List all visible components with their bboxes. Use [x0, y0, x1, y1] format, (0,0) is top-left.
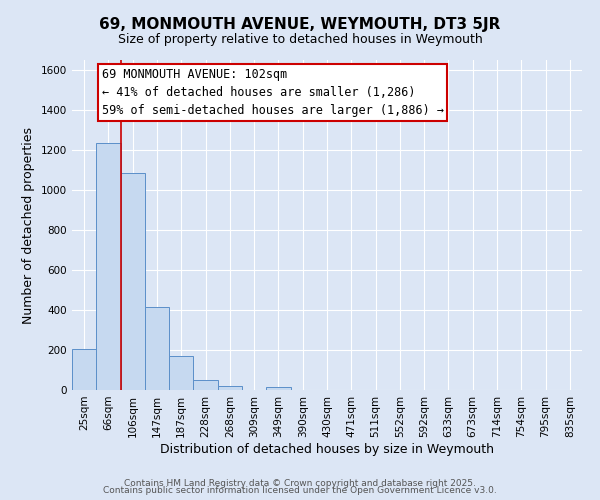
Text: Contains public sector information licensed under the Open Government Licence v3: Contains public sector information licen… — [103, 486, 497, 495]
Bar — [121, 173, 145, 390]
Bar — [169, 356, 193, 390]
Text: Contains HM Land Registry data © Crown copyright and database right 2025.: Contains HM Land Registry data © Crown c… — [124, 478, 476, 488]
Text: 69, MONMOUTH AVENUE, WEYMOUTH, DT3 5JR: 69, MONMOUTH AVENUE, WEYMOUTH, DT3 5JR — [100, 18, 500, 32]
Y-axis label: Number of detached properties: Number of detached properties — [22, 126, 35, 324]
Bar — [96, 143, 121, 390]
Bar — [266, 387, 290, 390]
Text: Size of property relative to detached houses in Weymouth: Size of property relative to detached ho… — [118, 32, 482, 46]
X-axis label: Distribution of detached houses by size in Weymouth: Distribution of detached houses by size … — [160, 442, 494, 456]
Bar — [145, 307, 169, 390]
Bar — [72, 349, 96, 390]
Text: 69 MONMOUTH AVENUE: 102sqm
← 41% of detached houses are smaller (1,286)
59% of s: 69 MONMOUTH AVENUE: 102sqm ← 41% of deta… — [101, 68, 443, 117]
Bar — [218, 386, 242, 390]
Bar — [193, 380, 218, 390]
